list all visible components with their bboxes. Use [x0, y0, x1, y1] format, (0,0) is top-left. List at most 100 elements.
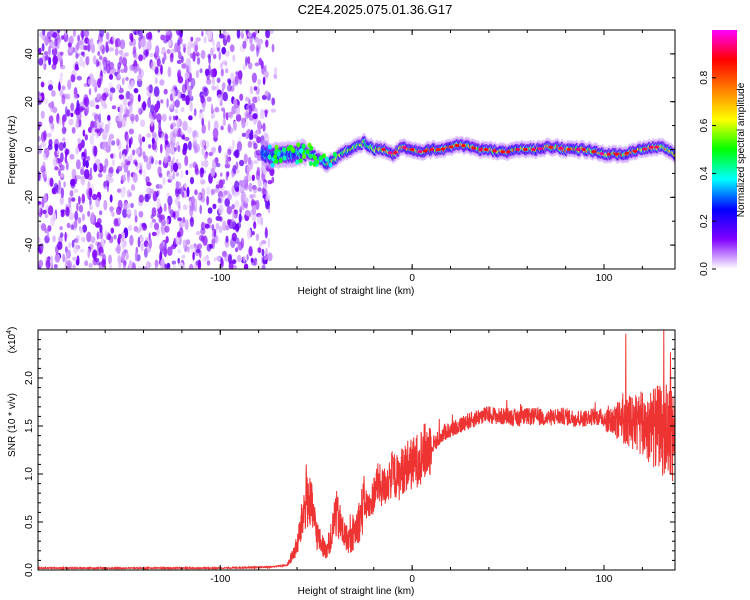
- noise-blob: [129, 153, 133, 163]
- noise-blob: [237, 70, 243, 80]
- noise-blob: [264, 109, 268, 118]
- noise-blob: [63, 32, 69, 43]
- noise-blob: [174, 197, 179, 206]
- noise-blob: [234, 200, 240, 208]
- noise-blob: [102, 64, 107, 75]
- signal-peak: [576, 148, 581, 151]
- noise-blob: [163, 51, 167, 61]
- noise-blob: [70, 178, 76, 187]
- noise-blob: [40, 141, 47, 148]
- noise-blob: [55, 244, 59, 255]
- noise-blob: [251, 205, 256, 214]
- noise-blob: [82, 129, 86, 137]
- noise-blob: [215, 256, 221, 261]
- noise-blob: [168, 39, 172, 47]
- noise-blob: [129, 113, 135, 122]
- noise-blob: [102, 165, 107, 174]
- noise-blob: [234, 223, 240, 233]
- noise-blob: [111, 105, 117, 110]
- noise-blob: [189, 206, 194, 217]
- noise-blob: [190, 36, 194, 42]
- noise-blob: [108, 254, 112, 265]
- noise-blob: [200, 177, 204, 185]
- noise-blob: [71, 126, 76, 134]
- noise-blob: [189, 216, 194, 228]
- noise-blob: [125, 90, 131, 100]
- noise-blob: [184, 155, 189, 167]
- noise-blob: [201, 30, 204, 37]
- noise-blob: [62, 253, 66, 263]
- noise-blob: [230, 218, 236, 228]
- noise-blob: [84, 134, 89, 141]
- noise-blob: [107, 233, 111, 240]
- noise-blob: [111, 140, 116, 146]
- noise-blob: [103, 180, 107, 188]
- noise-blob: [126, 172, 130, 183]
- noise-blob: [263, 132, 269, 138]
- snr-series-line: [38, 330, 675, 570]
- noise-blob: [44, 213, 49, 219]
- noise-blob: [259, 41, 262, 46]
- noise-blob: [257, 214, 262, 225]
- noise-blob: [175, 172, 180, 177]
- colorbar: 0.0 0.2 0.4 0.6 0.8 Normalized spectral ampl…: [699, 30, 747, 276]
- noise-blob: [41, 200, 44, 209]
- noise-blob: [184, 72, 190, 80]
- noise-blob: [164, 225, 170, 233]
- signal-peak: [566, 148, 571, 151]
- noise-blob: [149, 52, 154, 58]
- noise-blob: [223, 110, 226, 120]
- noise-blob: [255, 149, 261, 156]
- noise-blob: [163, 156, 169, 164]
- noise-blob: [189, 163, 194, 168]
- noise-blob: [130, 202, 134, 209]
- noise-blob: [87, 42, 91, 52]
- noise-blob: [177, 257, 180, 264]
- noise-blob: [43, 51, 49, 56]
- noise-blob: [261, 264, 266, 269]
- noise-blob: [212, 46, 216, 53]
- noise-blob: [63, 141, 66, 149]
- noise-blob: [156, 197, 161, 209]
- noise-blob: [146, 132, 152, 138]
- y-tick-label: 2.0: [24, 371, 35, 385]
- noise-blob: [232, 139, 235, 149]
- noise-blob: [81, 152, 86, 161]
- noise-blob: [163, 247, 168, 258]
- noise-blob: [134, 209, 137, 217]
- signal-peak: [387, 151, 393, 155]
- noise-blob: [171, 122, 177, 128]
- noise-blob: [40, 81, 45, 88]
- noise-blob: [118, 166, 122, 171]
- signal-blob: [273, 154, 278, 160]
- noise-blob: [267, 199, 270, 210]
- noise-blob: [220, 256, 223, 267]
- noise-blob: [150, 214, 154, 220]
- signal-blob: [305, 149, 310, 155]
- noise-blob: [264, 70, 269, 79]
- noise-blob: [218, 145, 222, 154]
- noise-blob: [219, 62, 224, 69]
- noise-blob: [89, 167, 93, 176]
- noise-blob: [108, 47, 115, 52]
- signal-blob: [274, 144, 279, 150]
- noise-blob: [38, 57, 44, 66]
- noise-blob: [80, 30, 85, 39]
- signal-peak: [436, 148, 441, 151]
- noise-blob: [54, 143, 59, 151]
- chart-title: C2E4.2025.075.01.36.G17: [297, 2, 453, 17]
- noise-blob: [98, 210, 103, 216]
- noise-blob: [193, 108, 197, 117]
- noise-blob: [221, 190, 227, 198]
- noise-blob: [245, 130, 249, 140]
- noise-blob: [137, 30, 143, 37]
- noise-blob: [226, 34, 231, 43]
- noise-blob: [219, 100, 223, 107]
- noise-blob: [227, 111, 234, 118]
- noise-blob: [49, 177, 54, 187]
- noise-blob: [59, 232, 64, 238]
- signal-blob: [332, 152, 337, 157]
- noise-blob: [59, 226, 63, 231]
- noise-blob: [68, 212, 75, 221]
- noise-blob: [253, 86, 258, 91]
